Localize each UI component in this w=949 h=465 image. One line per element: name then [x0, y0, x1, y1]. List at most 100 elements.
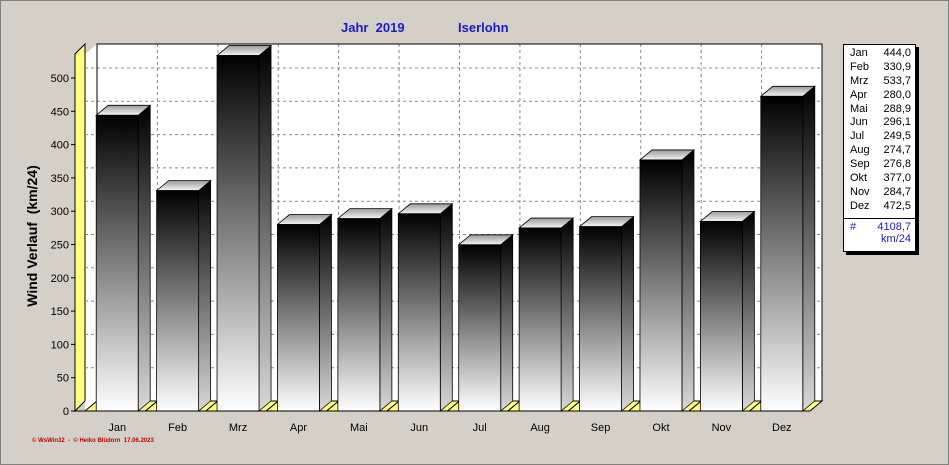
bar-front: [760, 95, 804, 412]
legend-month: Feb: [850, 60, 869, 73]
legend-month: Jan: [850, 47, 868, 59]
x-tick-label: Okt: [652, 422, 669, 434]
bar-front: [518, 227, 562, 412]
legend-month: Apr: [850, 88, 868, 101]
legend-month: Jul: [850, 130, 865, 143]
bar-front: [699, 220, 743, 412]
legend-row: Apr 280,0: [844, 89, 915, 103]
bar: [155, 179, 212, 412]
bar: [699, 210, 756, 412]
legend-row: Jul 249,5: [844, 130, 915, 144]
bar: [276, 213, 333, 412]
legend-month: Mrz: [850, 74, 869, 87]
bar-front: [95, 114, 139, 412]
y-tick-label: 400: [51, 140, 69, 152]
legend-row: Okt 377,0: [844, 172, 915, 186]
bar: [638, 149, 696, 412]
bar-front: [216, 55, 260, 412]
bar: [397, 202, 454, 412]
y-tick-label: 450: [51, 106, 69, 118]
x-tick-label: Mrz: [229, 422, 247, 434]
legend-value: 280,0: [883, 88, 911, 101]
legend-value: 274,7: [883, 144, 911, 157]
x-tick-label: Feb: [168, 422, 187, 434]
bar-side: [137, 104, 151, 412]
x-tick-label: Mai: [350, 422, 368, 434]
legend-value: 533,7: [883, 74, 911, 87]
legend-month: Jun: [850, 116, 868, 129]
x-tick-label: Dez: [772, 422, 792, 434]
total-value: 4108,7: [877, 220, 911, 233]
y-tick-label: 200: [51, 273, 69, 285]
bar-side: [198, 179, 212, 412]
legend-value: 276,8: [883, 158, 911, 171]
x-tick-label: Nov: [712, 422, 732, 434]
bar-side: [439, 202, 453, 412]
legend-value: 296,1: [883, 116, 911, 129]
legend-value: 288,9: [883, 102, 911, 115]
year-title: Jahr 2019: [341, 20, 405, 35]
legend-total-row: # 4108,7: [844, 219, 915, 233]
bar: [457, 233, 514, 412]
legend-month: Aug: [850, 144, 870, 157]
bar-side: [379, 207, 393, 412]
values-legend: Jan 444,0 Feb 330,9 Mrz 533,7 Apr 280,0 Mai 288,9…: [843, 44, 916, 252]
y-tick-label: 350: [51, 173, 69, 185]
bar-side: [258, 44, 272, 412]
x-tick-label: Sep: [591, 422, 611, 434]
bar-front: [458, 244, 502, 412]
bar: [215, 44, 273, 412]
legend-row: Sep 276,8: [844, 158, 915, 172]
x-tick-label: Jun: [410, 422, 428, 434]
legend-row: Jan 444,0: [844, 47, 915, 61]
legend-value: 284,7: [883, 185, 911, 198]
bar: [95, 104, 152, 412]
legend-row: Dez 472,5: [844, 200, 915, 214]
bar-side: [741, 210, 755, 412]
y-tick-label: 100: [51, 339, 69, 351]
legend-month: Dez: [850, 199, 870, 212]
x-tick-label: Jul: [473, 422, 487, 434]
bar-side: [621, 215, 634, 412]
legend-row: Mai 288,9: [844, 103, 915, 117]
legend-month: Sep: [850, 158, 870, 171]
legend-row: Aug 274,7: [844, 144, 915, 158]
legend-row: Mrz 533,7: [844, 75, 915, 89]
legend-month: Okt: [850, 172, 868, 185]
bar-front: [277, 224, 320, 412]
legend-row: Feb 330,9: [844, 61, 915, 75]
bar-side: [560, 217, 574, 412]
legend-row: Jun 296,1: [844, 116, 915, 130]
location-title: Iserlohn: [458, 20, 509, 35]
bar-front: [337, 218, 381, 412]
credit-text: © WsWin32 - © Heiko Blüdorn 17.06.2023: [32, 438, 154, 444]
left-wall: [74, 42, 86, 413]
bar: [336, 207, 393, 412]
bar: [578, 215, 635, 412]
x-tick-label: Aug: [530, 422, 550, 434]
bar-front: [579, 226, 622, 412]
legend-month: Mai: [850, 102, 868, 115]
legend-separator: [844, 217, 915, 219]
y-tick-label: 250: [51, 240, 69, 252]
bar-side: [681, 149, 695, 412]
bar-front: [156, 190, 200, 412]
legend-value: 472,5: [883, 199, 911, 212]
bar: [759, 85, 816, 412]
legend-row: Nov 284,7: [844, 186, 915, 200]
bar-side: [802, 85, 816, 412]
y-tick-label: 150: [51, 306, 69, 318]
bar-side: [319, 213, 332, 412]
legend-month: Nov: [850, 185, 870, 198]
y-axis-label: Wind Verlauf (km/24): [24, 165, 40, 307]
bar-side: [500, 233, 514, 412]
legend-value: 249,5: [883, 130, 911, 143]
bar-front: [397, 213, 441, 412]
bar: [518, 217, 575, 412]
legend-value: 444,0: [883, 47, 911, 59]
bar-front: [639, 159, 683, 412]
y-tick-label: 0: [63, 406, 69, 418]
x-tick-label: Jan: [108, 422, 126, 434]
legend-value: 377,0: [883, 172, 911, 185]
